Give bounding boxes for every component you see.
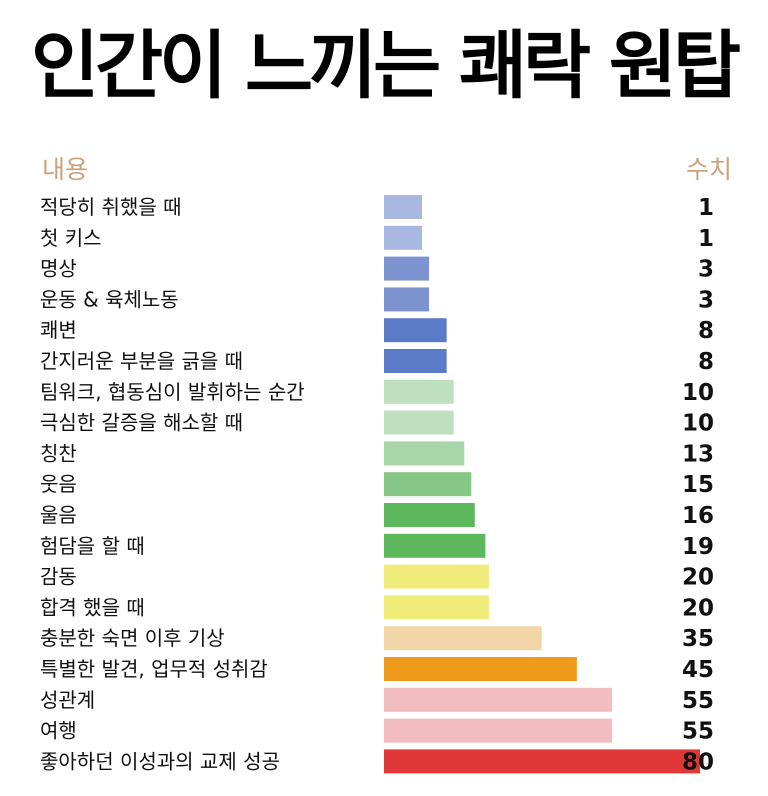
category-label: 성관계 <box>40 688 95 712</box>
category-label: 극심한 갈증을 해소할 때 <box>40 411 243 435</box>
bar <box>384 626 542 651</box>
category-label: 운동 & 육체노동 <box>40 287 179 311</box>
chart-title: 인간이 느끼는 쾌락 원탑 <box>30 23 741 109</box>
category-label: 울음 <box>40 503 77 527</box>
value-label: 55 <box>682 719 714 745</box>
bar <box>384 503 475 527</box>
category-label: 합격 했을 때 <box>40 595 145 619</box>
bar <box>384 718 613 743</box>
value-label: 10 <box>682 380 714 406</box>
category-label: 명상 <box>40 257 77 281</box>
category-label: 특별한 발견, 업무적 성취감 <box>40 657 268 681</box>
value-label: 10 <box>682 411 714 437</box>
value-label: 20 <box>682 595 714 621</box>
value-label: 20 <box>682 565 714 591</box>
category-label: 칭찬 <box>40 441 77 465</box>
bar <box>384 472 472 497</box>
bar <box>384 657 577 681</box>
category-label: 첫 키스 <box>40 226 102 250</box>
bar <box>384 349 447 373</box>
value-label: 80 <box>682 749 714 775</box>
header-content: 내용 <box>42 155 89 184</box>
bar <box>384 256 430 281</box>
value-label: 8 <box>698 318 714 344</box>
bar <box>384 195 422 219</box>
bar <box>384 379 454 404</box>
bar <box>384 318 447 343</box>
category-label: 간지러운 부분을 긁을 때 <box>40 349 243 373</box>
value-label: 8 <box>698 349 714 375</box>
category-label: 험담을 할 때 <box>40 534 145 558</box>
value-label: 35 <box>682 626 714 652</box>
category-label: 쾌변 <box>40 318 77 342</box>
value-label: 3 <box>698 287 714 313</box>
value-label: 55 <box>682 688 714 714</box>
value-label: 1 <box>698 195 714 221</box>
bar <box>384 749 701 774</box>
category-label: 적당히 취했을 때 <box>40 195 182 219</box>
category-label: 충분한 숙면 이후 기상 <box>40 626 225 650</box>
value-label: 3 <box>698 257 714 283</box>
bar <box>384 564 489 589</box>
category-label: 좋아하던 이성과의 교제 성공 <box>40 749 280 773</box>
bar <box>384 225 422 250</box>
value-label: 15 <box>682 472 714 498</box>
value-label: 16 <box>682 503 714 529</box>
value-label: 19 <box>682 534 714 560</box>
category-label: 웃음 <box>40 472 77 496</box>
bar <box>384 287 430 312</box>
bar <box>384 687 613 712</box>
value-label: 13 <box>682 441 714 467</box>
bar <box>384 595 489 620</box>
category-label: 감동 <box>40 565 77 589</box>
category-label: 여행 <box>40 719 77 743</box>
category-label: 팀워크, 협동심이 발휘하는 순간 <box>40 380 305 404</box>
header-value: 수치 <box>685 155 732 184</box>
bar <box>384 441 465 466</box>
bar <box>384 410 454 435</box>
bar <box>384 533 486 558</box>
value-label: 1 <box>698 226 714 252</box>
value-label: 45 <box>682 657 714 683</box>
